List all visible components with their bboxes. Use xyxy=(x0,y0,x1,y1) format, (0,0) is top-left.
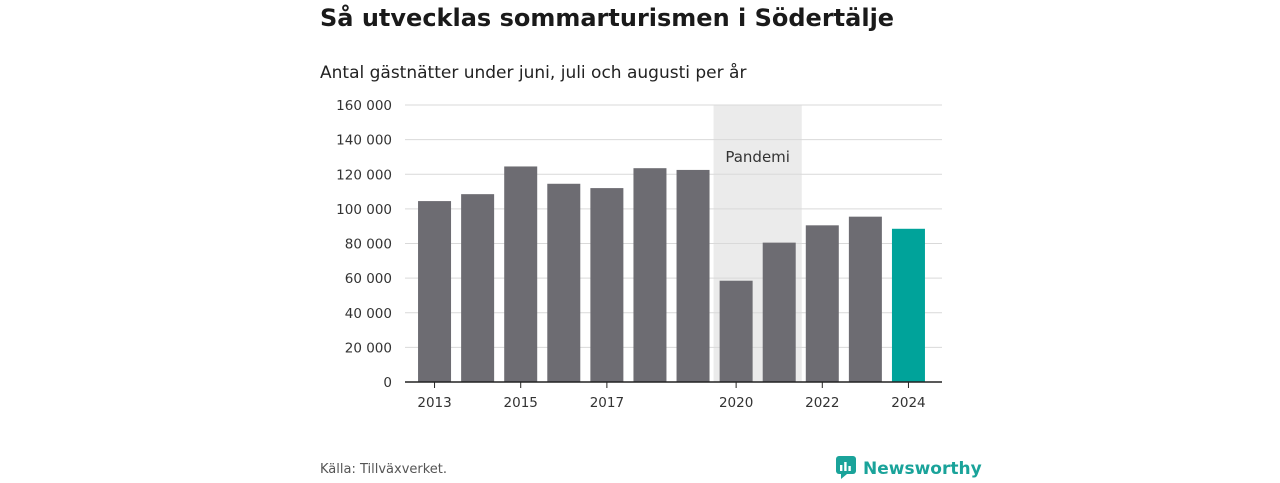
y-tick-label: 140 000 xyxy=(336,133,392,149)
x-tick-label: 2020 xyxy=(719,395,753,411)
bar-2018 xyxy=(633,168,667,382)
bar-2015 xyxy=(504,166,538,382)
bar-2022 xyxy=(805,225,839,382)
chart-subtitle: Antal gästnätter under juni, juli och au… xyxy=(320,63,747,83)
pandemic-label: Pandemi xyxy=(725,148,790,166)
y-tick-label: 40 000 xyxy=(345,306,392,322)
bar-2023 xyxy=(848,216,882,382)
bar-2016 xyxy=(547,183,581,382)
x-tick-label: 2022 xyxy=(805,395,839,411)
source-note: Källa: Tillväxverket. xyxy=(320,462,448,477)
bar-2019 xyxy=(676,169,710,382)
y-tick-label: 60 000 xyxy=(345,271,392,287)
chart-title: Så utvecklas sommarturismen i Södertälje xyxy=(320,4,895,32)
brand-name: Newsworthy xyxy=(863,459,982,479)
y-tick-label: 120 000 xyxy=(336,167,392,183)
bar-2021 xyxy=(762,242,796,382)
bar-2014 xyxy=(461,194,495,382)
x-tick-label: 2015 xyxy=(504,395,538,411)
y-tick-label: 160 000 xyxy=(336,98,392,114)
x-tick-label: 2017 xyxy=(590,395,624,411)
bar-2017 xyxy=(590,188,624,382)
y-tick-label: 100 000 xyxy=(336,202,392,218)
brand-logo[interactable]: Newsworthy xyxy=(835,455,982,483)
bar-2024 xyxy=(891,228,925,382)
y-tick-label: 0 xyxy=(383,375,392,391)
bar-2020 xyxy=(719,280,753,382)
newsworthy-logo-icon xyxy=(835,455,857,483)
y-tick-label: 80 000 xyxy=(345,237,392,253)
x-tick-label: 2024 xyxy=(891,395,925,411)
bar-2013 xyxy=(418,201,452,382)
y-tick-label: 20 000 xyxy=(345,340,392,356)
x-tick-label: 2013 xyxy=(417,395,451,411)
